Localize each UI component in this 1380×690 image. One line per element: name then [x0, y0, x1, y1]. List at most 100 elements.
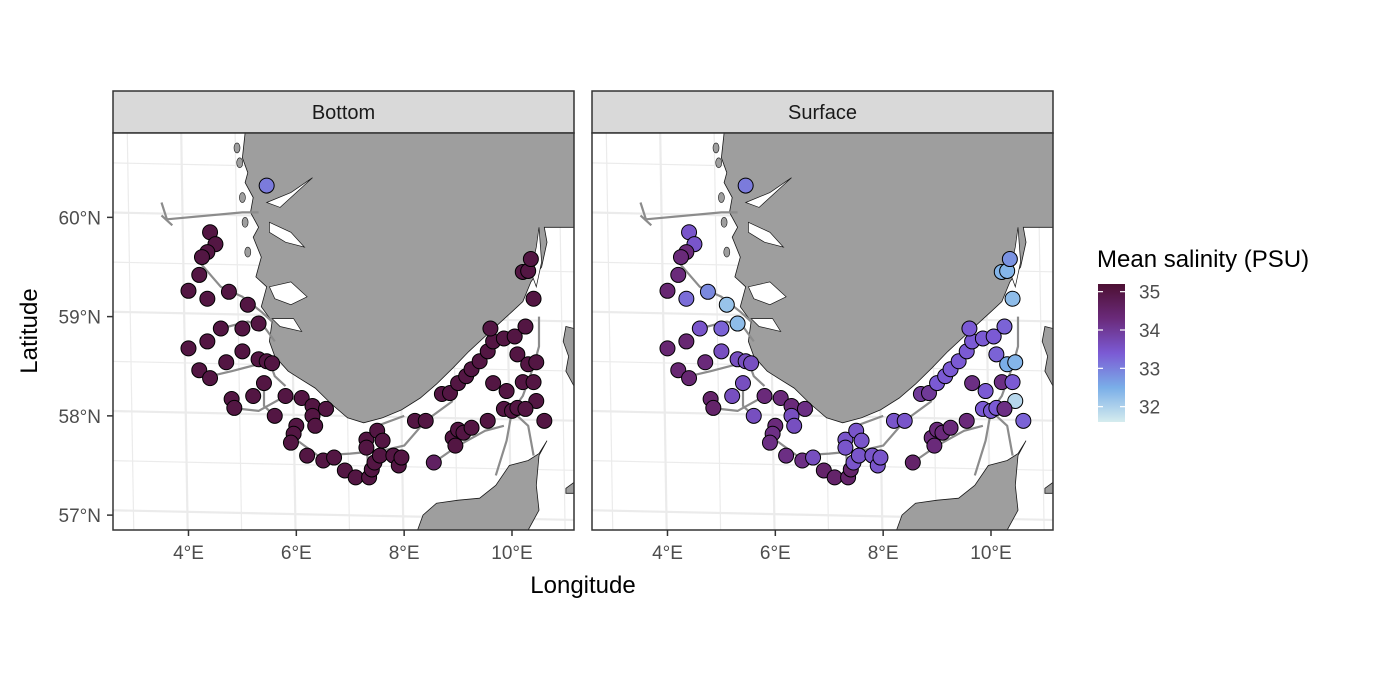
ship-track — [912, 424, 984, 464]
ship-track — [639, 202, 738, 221]
x-tick-label: 8°E — [868, 543, 899, 564]
land-sweden — [562, 326, 574, 387]
x-tick-label: 10°E — [970, 543, 1011, 564]
station-point — [756, 388, 773, 405]
station-point — [681, 370, 698, 387]
station-point — [996, 400, 1013, 417]
station-point — [699, 283, 716, 300]
ship-track — [433, 424, 505, 464]
station-point — [374, 432, 391, 449]
station-point — [904, 454, 921, 471]
graticule-meridian — [126, 133, 135, 530]
island — [233, 142, 241, 154]
station-point — [447, 437, 464, 454]
panel-border-bottom — [112, 132, 575, 531]
x-tick-label: 10°E — [491, 543, 532, 564]
station-point — [347, 469, 364, 486]
station-point — [250, 315, 267, 332]
fjord — [748, 221, 785, 248]
station-point — [670, 266, 687, 283]
graticule-meridian — [605, 133, 614, 530]
panel-strip-label-bottom: Bottom — [312, 102, 375, 124]
station-point — [697, 354, 714, 371]
station-point — [805, 449, 822, 466]
panel-surface: Surface — [591, 90, 1054, 531]
axes: 4°E 6°E 8°E 10°E 4°E 6°E 8°E 10°E 60°N 59°N 58°N 57… — [59, 208, 1012, 564]
x-tick-label: 8°E — [389, 543, 420, 564]
station-point — [672, 249, 689, 266]
station-point — [872, 449, 889, 466]
station-point — [705, 399, 722, 416]
station-point — [264, 355, 281, 372]
station-point — [734, 375, 751, 392]
island — [241, 217, 249, 228]
station-point — [1007, 354, 1024, 371]
station-point — [282, 434, 299, 451]
land-denmark — [896, 440, 1027, 530]
graticule-meridian — [180, 133, 189, 530]
station-point — [191, 362, 208, 379]
station-point — [506, 328, 523, 345]
island — [723, 246, 731, 258]
station-point — [463, 419, 480, 436]
station-point — [202, 370, 219, 387]
fjord — [268, 281, 308, 306]
x-tick-label: 4°E — [173, 543, 204, 564]
island — [720, 217, 728, 228]
station-point — [191, 266, 208, 283]
ship-track — [639, 214, 653, 227]
ship-track — [494, 316, 541, 476]
island — [718, 192, 725, 203]
station-point — [964, 375, 981, 392]
station-point — [482, 320, 499, 337]
land-laeso — [565, 481, 574, 494]
station-point — [517, 318, 534, 335]
station-point — [358, 439, 375, 456]
station-point — [293, 389, 310, 406]
land-sweden — [1041, 326, 1053, 387]
station-point — [517, 400, 534, 417]
station-point — [826, 469, 843, 486]
station-point — [737, 177, 754, 194]
panel-strip-label-surface: Surface — [788, 102, 857, 124]
station-point — [255, 375, 272, 392]
land-denmark — [417, 440, 548, 530]
station-point — [485, 375, 502, 392]
station-point — [193, 249, 210, 266]
legend-tick-label: 32 — [1139, 398, 1160, 419]
station-point — [245, 388, 262, 405]
station-point — [371, 447, 388, 464]
station-point — [926, 437, 943, 454]
panel-strip-bottom — [112, 90, 575, 134]
station-point — [277, 388, 294, 405]
station-point — [528, 354, 545, 371]
station-point — [226, 399, 243, 416]
station-point — [743, 355, 760, 372]
station-point — [678, 290, 695, 307]
fjord — [747, 281, 787, 306]
station-point — [299, 447, 316, 464]
station-point — [393, 449, 410, 466]
panel-strip-surface — [591, 90, 1054, 134]
station-point — [678, 333, 695, 350]
station-point — [525, 290, 542, 307]
station-point — [1004, 290, 1021, 307]
island — [715, 157, 723, 169]
station-point — [1007, 392, 1024, 409]
land-norway — [720, 133, 1053, 424]
panel-bottom: Bottom — [112, 90, 575, 531]
station-point — [713, 320, 730, 337]
y-axis-title: Latitude — [16, 288, 43, 373]
fjord — [750, 318, 782, 333]
x-tick-label: 4°E — [652, 543, 683, 564]
station-point — [724, 388, 741, 405]
station-point — [498, 383, 515, 400]
stations-bottom — [180, 177, 553, 486]
fjord — [269, 221, 306, 248]
x-axis-title: Longitude — [530, 572, 635, 599]
legend-colorbar — [1098, 284, 1125, 422]
station-point — [307, 417, 324, 434]
station-point — [977, 383, 994, 400]
legend: Mean salinity (PSU) 35 34 33 32 — [1097, 246, 1309, 422]
